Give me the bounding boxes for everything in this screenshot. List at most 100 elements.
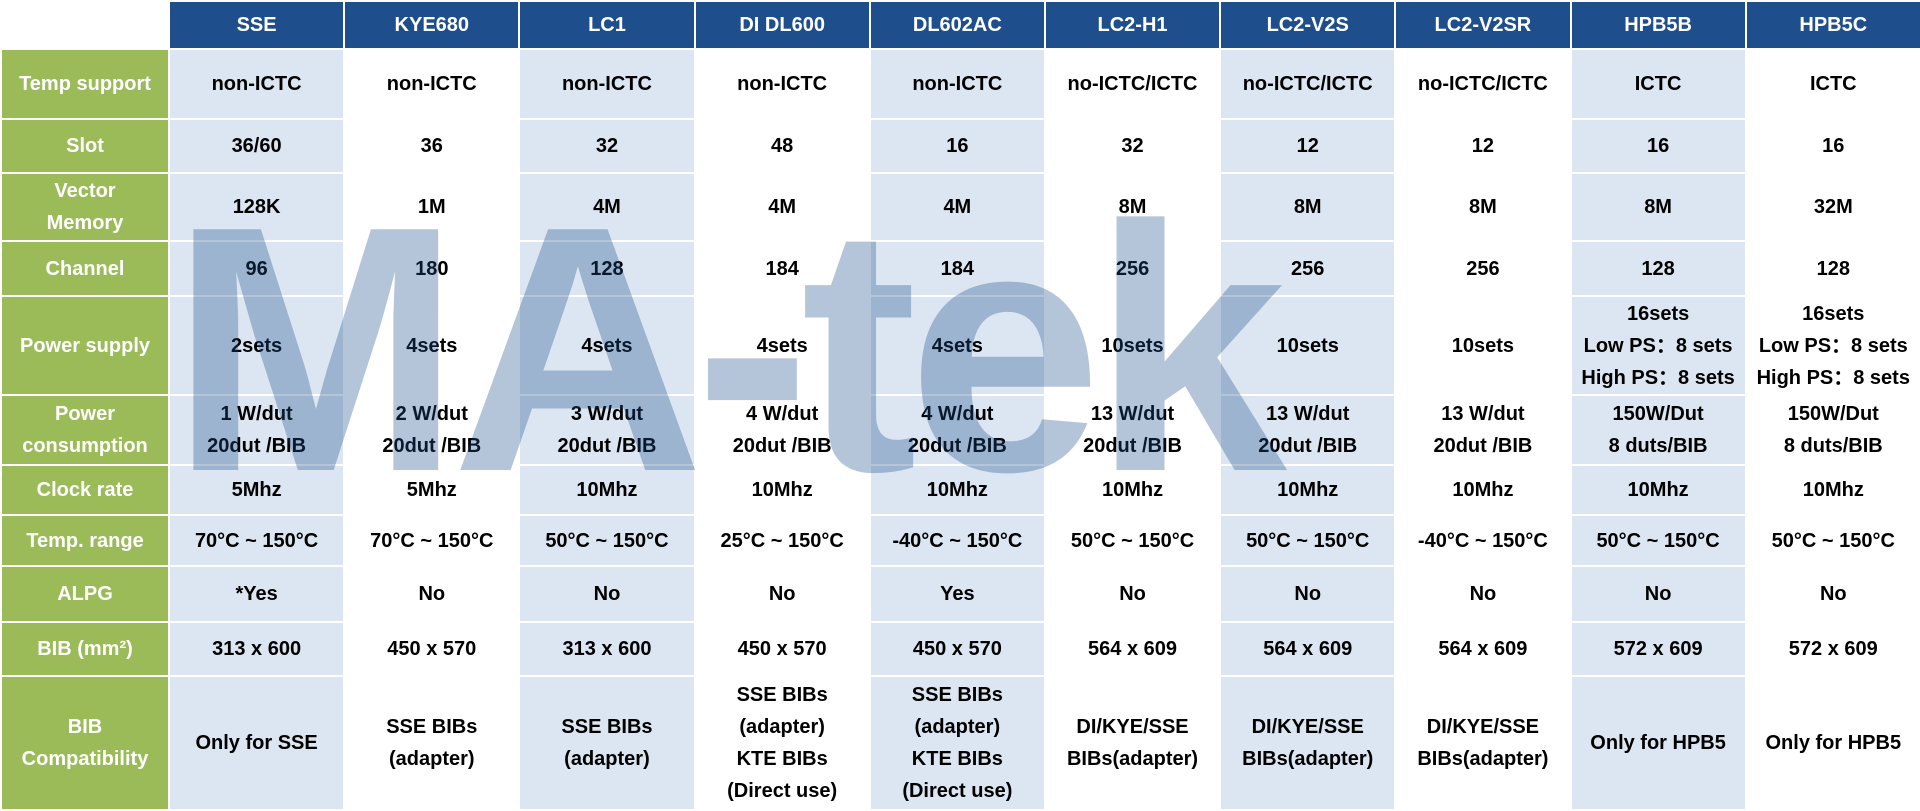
column-header: LC2-V2S: [1219, 0, 1397, 50]
row-label: Power supply: [0, 295, 170, 396]
table-cell: 3 W/dut 20dut /BIB: [518, 394, 696, 466]
table-cell: non-ICTC: [518, 48, 696, 120]
row-label: BIB Compatibility: [0, 675, 170, 811]
table-cell: 10Mhz: [693, 464, 871, 516]
table-cell: 16: [868, 118, 1046, 174]
row-label: BIB (mm²): [0, 621, 170, 677]
table-cell: 572 x 609: [1744, 621, 1920, 677]
table-cell: 8M: [1394, 172, 1572, 242]
table-cell: 25°C ~ 150°C: [693, 514, 871, 567]
table-cell: No: [1394, 565, 1572, 623]
table-cell: No: [693, 565, 871, 623]
column-header: LC2-V2SR: [1394, 0, 1572, 50]
table-cell: 572 x 609: [1569, 621, 1747, 677]
table-cell: 256: [1394, 240, 1572, 297]
table-cell: 5Mhz: [167, 464, 346, 516]
table-cell: 2sets: [167, 295, 346, 396]
table-row: Temp. range 70°C ~ 150°C 70°C ~ 150°C 50°C …: [0, 514, 1920, 567]
table-cell: No: [1219, 565, 1397, 623]
column-header: KYE680: [343, 0, 521, 50]
table-cell: 4M: [693, 172, 871, 242]
table-row: Power consumption 1 W/dut 20dut /BIB 2 W/d…: [0, 394, 1920, 466]
table-cell: 5Mhz: [343, 464, 521, 516]
table-cell: No: [1043, 565, 1222, 623]
table-cell: 96: [167, 240, 346, 297]
table-cell: 12: [1394, 118, 1572, 174]
row-label: Power consumption: [0, 394, 170, 466]
header-row: SSE KYE680 LC1 DI DL600 DL602AC LC2-H1 LC2-V2S…: [0, 0, 1920, 50]
table-cell: 32: [1043, 118, 1222, 174]
table-cell: no-ICTC/ICTC: [1043, 48, 1222, 120]
table-cell: 8M: [1219, 172, 1397, 242]
table-cell: 4sets: [343, 295, 521, 396]
table-cell: 16: [1569, 118, 1747, 174]
table-cell: DI/KYE/SSE BIBs(adapter): [1043, 675, 1222, 811]
table-row: BIB (mm²) 313 x 600 450 x 570 313 x 600 450 …: [0, 621, 1920, 677]
table-cell: 10Mhz: [1569, 464, 1747, 516]
row-label: Clock rate: [0, 464, 170, 516]
table-cell: 8M: [1569, 172, 1747, 242]
table-cell: 256: [1043, 240, 1222, 297]
row-label: Channel: [0, 240, 170, 297]
table-cell: SSE BIBs (adapter): [343, 675, 521, 811]
row-label: ALPG: [0, 565, 170, 623]
table-cell: 4sets: [868, 295, 1046, 396]
table-cell: 4M: [868, 172, 1046, 242]
table-row: Vector Memory 128K 1M 4M 4M 4M 8M 8M 8M 8M 32M: [0, 172, 1920, 242]
table-cell: 564 x 609: [1219, 621, 1397, 677]
corner-cell: [0, 0, 170, 50]
table-cell: No: [518, 565, 696, 623]
table-cell: No: [343, 565, 521, 623]
table-cell: 450 x 570: [693, 621, 871, 677]
table-cell: 36: [343, 118, 521, 174]
table-cell: 1 W/dut 20dut /BIB: [167, 394, 346, 466]
table-cell: non-ICTC: [693, 48, 871, 120]
table-cell: DI/KYE/SSE BIBs(adapter): [1219, 675, 1397, 811]
table-cell: 184: [693, 240, 871, 297]
table-cell: 128: [1744, 240, 1920, 297]
table-cell: no-ICTC/ICTC: [1219, 48, 1397, 120]
table-cell: -40°C ~ 150°C: [868, 514, 1046, 567]
table-cell: 128: [1569, 240, 1747, 297]
table-cell: 10Mhz: [868, 464, 1046, 516]
table-cell: 13 W/dut 20dut /BIB: [1043, 394, 1222, 466]
table-cell: 10Mhz: [518, 464, 696, 516]
table-cell: 50°C ~ 150°C: [1744, 514, 1920, 567]
table-cell: 4 W/dut 20dut /BIB: [693, 394, 871, 466]
row-label: Temp. range: [0, 514, 170, 567]
table-cell: 13 W/dut 20dut /BIB: [1219, 394, 1397, 466]
table-cell: 10sets: [1043, 295, 1222, 396]
table-cell: DI/KYE/SSE BIBs(adapter): [1394, 675, 1572, 811]
table-cell: no-ICTC/ICTC: [1394, 48, 1572, 120]
table-cell: 32: [518, 118, 696, 174]
table-cell: 48: [693, 118, 871, 174]
table-row: ALPG *Yes No No No Yes No No No No No: [0, 565, 1920, 623]
column-header: LC1: [518, 0, 696, 50]
row-label: Temp support: [0, 48, 170, 120]
column-header: DI DL600: [693, 0, 871, 50]
row-label: Slot: [0, 118, 170, 174]
table-cell: 4sets: [518, 295, 696, 396]
table-row: BIB Compatibility Only for SSE SSE BIBs (a…: [0, 675, 1920, 811]
table-cell: 450 x 570: [343, 621, 521, 677]
column-header: HPB5B: [1569, 0, 1747, 50]
table-cell: *Yes: [167, 565, 346, 623]
table-row: Power supply 2sets 4sets 4sets 4sets 4sets 10s…: [0, 295, 1920, 396]
table-cell: No: [1744, 565, 1920, 623]
table-cell: 1M: [343, 172, 521, 242]
table-cell: non-ICTC: [868, 48, 1046, 120]
table-cell: 150W/Dut 8 duts/BIB: [1744, 394, 1920, 466]
table-cell: SSE BIBs (adapter): [518, 675, 696, 811]
table-cell: 10Mhz: [1394, 464, 1572, 516]
table-cell: 128K: [167, 172, 346, 242]
column-header: HPB5C: [1744, 0, 1920, 50]
table-cell: 32M: [1744, 172, 1920, 242]
table-cell: 70°C ~ 150°C: [343, 514, 521, 567]
table-cell: 313 x 600: [518, 621, 696, 677]
table-cell: 150W/Dut 8 duts/BIB: [1569, 394, 1747, 466]
table-cell: 10Mhz: [1744, 464, 1920, 516]
table-cell: 2 W/dut 20dut /BIB: [343, 394, 521, 466]
table-cell: 70°C ~ 150°C: [167, 514, 346, 567]
table-cell: No: [1569, 565, 1747, 623]
